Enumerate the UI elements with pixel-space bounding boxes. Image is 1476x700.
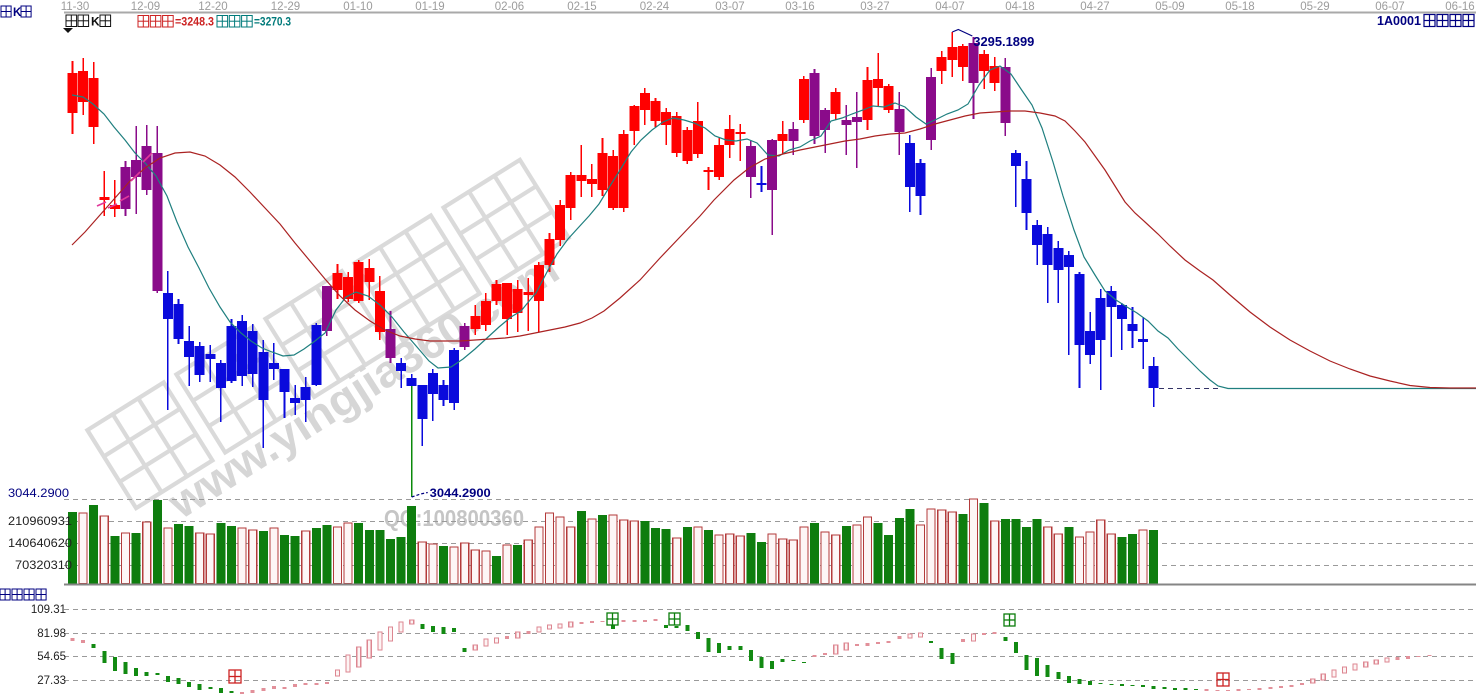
svg-text:=3270.3: =3270.3: [254, 15, 291, 29]
svg-text:12-09: 12-09: [131, 1, 160, 13]
svg-text:02-15: 02-15: [567, 1, 596, 13]
svg-text:81.98: 81.98: [37, 628, 66, 640]
svg-text:K: K: [13, 7, 22, 19]
svg-text:3295.1899: 3295.1899: [973, 34, 1034, 49]
svg-text:54.65: 54.65: [37, 651, 66, 663]
svg-text:210960931: 210960931: [8, 516, 72, 528]
svg-text:06-16: 06-16: [1445, 1, 1474, 13]
svg-text:1A0001: 1A0001: [1377, 13, 1421, 28]
svg-text:QQ:100800360: QQ:100800360: [384, 505, 524, 531]
svg-text:03-16: 03-16: [785, 1, 814, 13]
svg-text:27.33: 27.33: [37, 675, 66, 687]
svg-text:05-09: 05-09: [1155, 1, 1184, 13]
svg-text:02-24: 02-24: [640, 1, 670, 13]
svg-text:K: K: [91, 15, 100, 29]
svg-text:140640620: 140640620: [8, 538, 72, 550]
svg-text:05-29: 05-29: [1300, 1, 1329, 13]
svg-text:03-27: 03-27: [860, 1, 889, 13]
svg-text:02-06: 02-06: [495, 1, 524, 13]
svg-text:01-10: 01-10: [343, 1, 372, 13]
svg-text:3044.2900: 3044.2900: [8, 486, 69, 500]
svg-text:01-19: 01-19: [415, 1, 444, 13]
svg-text:=3248.3: =3248.3: [175, 15, 214, 29]
svg-text:12-20: 12-20: [198, 1, 227, 13]
svg-text:04-07: 04-07: [935, 1, 964, 13]
svg-text:03-07: 03-07: [715, 1, 744, 13]
svg-text:12-29: 12-29: [271, 1, 300, 13]
svg-text:3044.2900: 3044.2900: [430, 486, 491, 500]
svg-text:05-18: 05-18: [1225, 1, 1254, 13]
svg-text:04-27: 04-27: [1080, 1, 1109, 13]
svg-text:06-07: 06-07: [1375, 1, 1404, 13]
svg-text:04-18: 04-18: [1005, 1, 1034, 13]
svg-text:109.31: 109.31: [31, 604, 66, 616]
svg-text:11-30: 11-30: [61, 1, 90, 13]
svg-text:70320310: 70320310: [15, 560, 72, 572]
